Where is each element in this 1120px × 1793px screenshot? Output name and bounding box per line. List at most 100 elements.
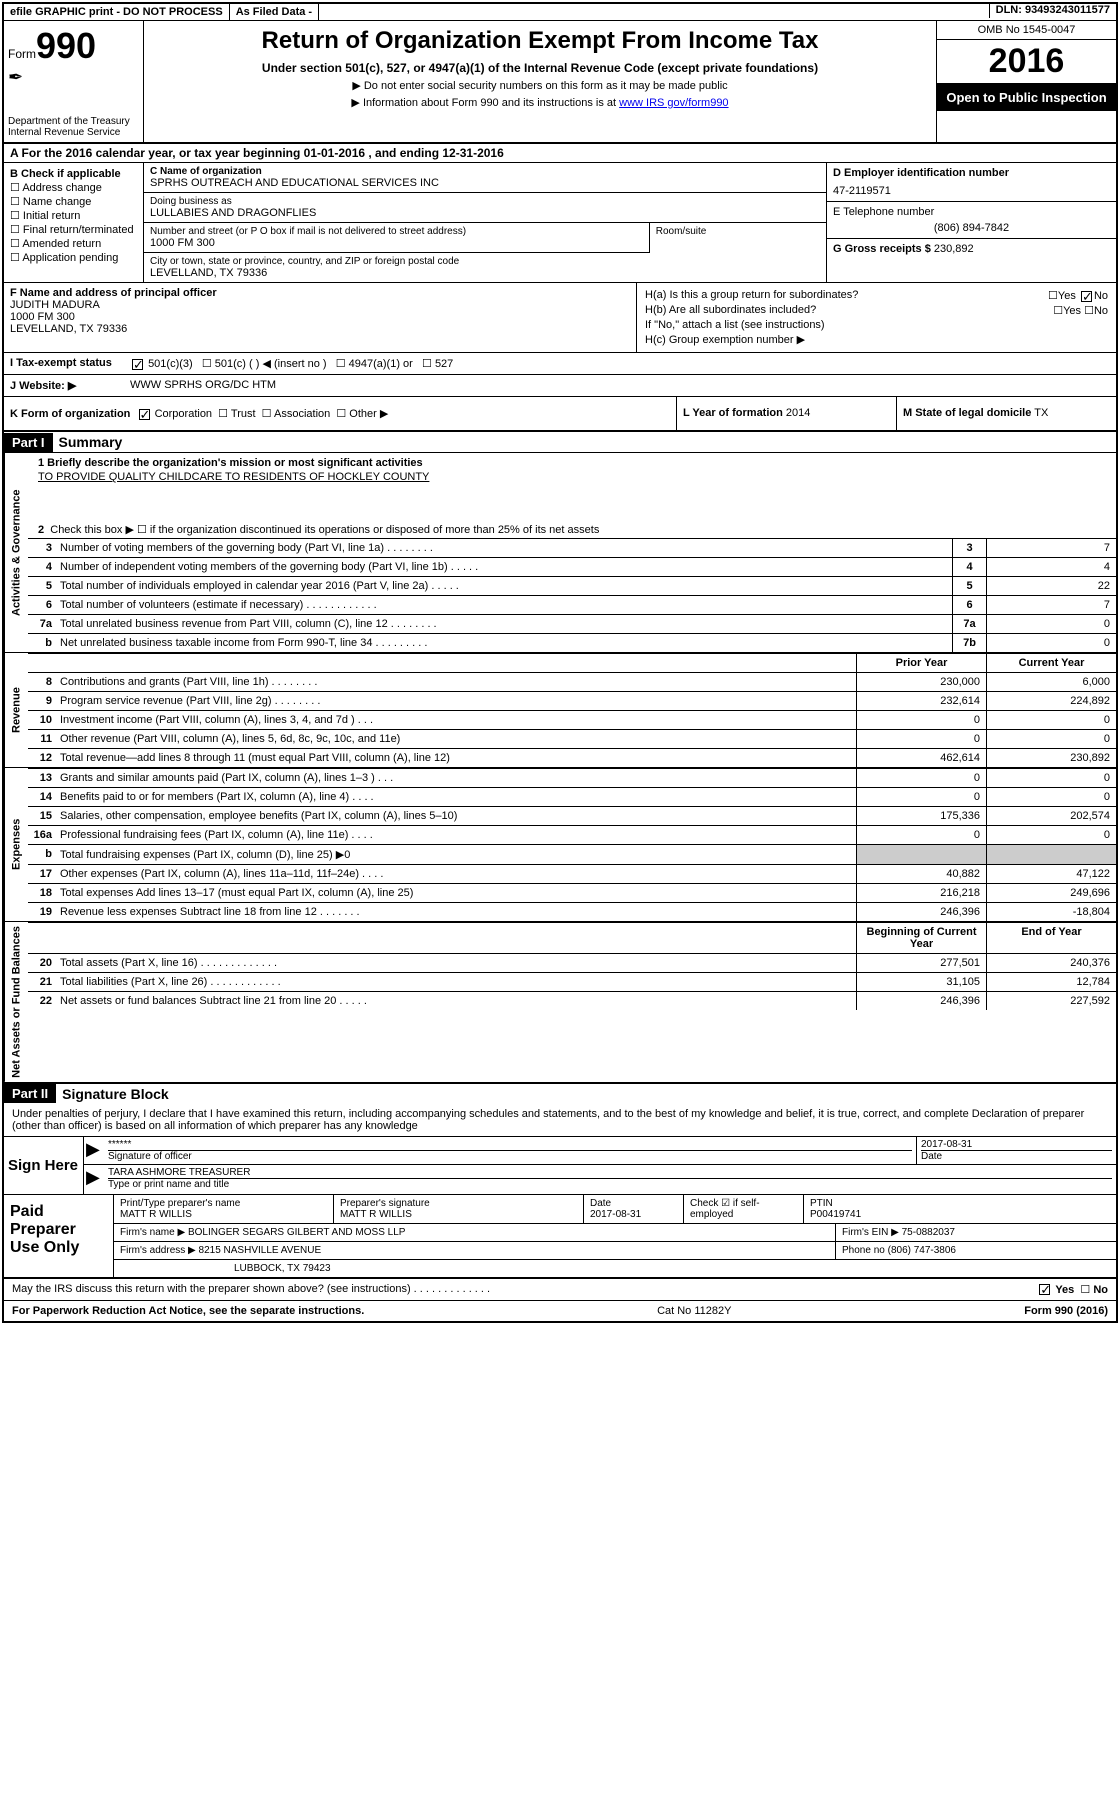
section-m: M State of legal domicile TX [896, 397, 1116, 430]
part2-declaration: Under penalties of perjury, I declare th… [4, 1104, 1116, 1136]
chk-amended[interactable]: Amended return [10, 237, 137, 250]
tax-year: 2016 [937, 40, 1116, 84]
prep-name: MATT R WILLIS [120, 1209, 327, 1220]
j-lbl: J Website: ▶ [4, 375, 124, 396]
self-emp-chk[interactable]: Check ☑ if self-employed [684, 1195, 804, 1223]
financial-line: 14Benefits paid to or for members (Part … [28, 787, 1116, 806]
officer-name: JUDITH MADURA [10, 299, 630, 311]
sign-block: Sign Here ▶ ****** Signature of officer … [4, 1136, 1116, 1195]
financial-line: 22Net assets or fund balances Subtract l… [28, 991, 1116, 1010]
chk-corp[interactable] [139, 409, 150, 420]
financial-line: 9Program service revenue (Part VIII, lin… [28, 691, 1116, 710]
firm-addr: 8215 NASHVILLE AVENUE [199, 1245, 322, 1256]
firm-ph-lbl: Phone no [842, 1245, 885, 1256]
line2: 2 Check this box ▶ ☐ if the organization… [38, 523, 1106, 536]
section-h: H(a) Is this a group return for subordin… [636, 283, 1116, 352]
chk-final-return[interactable]: Final return/terminated [10, 223, 137, 236]
ha-no-chk[interactable] [1081, 291, 1092, 302]
firm-ph: (806) 747-3806 [888, 1245, 956, 1256]
opt-trust: Trust [231, 408, 256, 420]
financial-line: 18Total expenses Add lines 13–17 (must e… [28, 883, 1116, 902]
financial-line: 16aProfessional fundraising fees (Part I… [28, 825, 1116, 844]
hb-answers: ☐Yes ☐No [1053, 304, 1108, 317]
efile-icon: ✒ [8, 67, 139, 88]
ha-no: No [1094, 290, 1108, 302]
section-i: I Tax-exempt status 501(c)(3) ☐ 501(c) (… [4, 353, 1116, 375]
part2-header-row: Part II Signature Block [4, 1084, 1116, 1104]
firm-ein: 75-0882037 [902, 1227, 955, 1238]
org-name-lbl: C Name of organization [150, 166, 820, 177]
financial-line: 8Contributions and grants (Part VIII, li… [28, 672, 1116, 691]
hb-no: No [1094, 305, 1108, 317]
financial-line: 13Grants and similar amounts paid (Part … [28, 768, 1116, 787]
financial-line: 19Revenue less expenses Subtract line 18… [28, 902, 1116, 921]
form-number: 990 [36, 25, 96, 66]
gross-receipts: 230,892 [934, 243, 974, 255]
city-lbl: City or town, state or province, country… [150, 256, 820, 267]
form-title: Return of Organization Exempt From Incom… [152, 27, 928, 55]
summary-revenue: Revenue Prior Year Current Year 8Contrib… [4, 653, 1116, 768]
part2-title: Signature Block [56, 1084, 175, 1104]
section-k: K Form of organization Corporation ☐ Tru… [4, 397, 676, 430]
paid-preparer-lbl: Paid Preparer Use Only [4, 1195, 114, 1277]
gov-line: 6Total number of volunteers (estimate if… [28, 595, 1116, 614]
ptin-lbl: PTIN [810, 1198, 1110, 1209]
side-revenue: Revenue [4, 653, 28, 767]
sig-date-lbl: Date [921, 1151, 1112, 1162]
prep-sig-lbl: Preparer's signature [340, 1198, 577, 1209]
phone-lbl: E Telephone number [833, 206, 1110, 218]
officer-addr1: 1000 FM 300 [10, 311, 630, 323]
financial-line: 17Other expenses (Part IX, column (A), l… [28, 864, 1116, 883]
sign-here-lbl: Sign Here [4, 1137, 84, 1194]
chk-address-change[interactable]: Address change [10, 181, 137, 194]
prep-date: 2017-08-31 [590, 1209, 677, 1220]
i-options: 501(c)(3) ☐ 501(c) ( ) ◀ (insert no ) ☐ … [124, 353, 1116, 374]
l-lbl: L Year of formation [683, 407, 783, 419]
section-bcdefgh: B Check if applicable Address change Nam… [4, 163, 1116, 283]
row-a-tax-year: A For the 2016 calendar year, or tax yea… [4, 144, 1116, 163]
domicile-state: TX [1034, 407, 1048, 419]
ein-lbl: D Employer identification number [833, 167, 1110, 179]
prep-sig: MATT R WILLIS [340, 1209, 577, 1220]
discuss-row: May the IRS discuss this return with the… [4, 1279, 1116, 1301]
chk-name-change[interactable]: Name change [10, 195, 137, 208]
financial-line: 11Other revenue (Part VIII, column (A), … [28, 729, 1116, 748]
formation-year: 2014 [786, 407, 810, 419]
rev-hdr-row: Prior Year Current Year [28, 653, 1116, 672]
financial-line: 20Total assets (Part X, line 16) . . . .… [28, 953, 1116, 972]
financial-line: bTotal fundraising expenses (Part IX, co… [28, 844, 1116, 864]
as-filed: As Filed Data - [230, 4, 319, 20]
sig-date: 2017-08-31 [921, 1139, 1112, 1151]
chk-app-pending[interactable]: Application pending [10, 251, 137, 264]
chk-501c3[interactable] [132, 359, 143, 370]
opt-501c: 501(c) ( ) ◀ (insert no ) [215, 358, 327, 370]
omb-number: OMB No 1545-0047 [937, 21, 1116, 40]
treasury-dept: Department of the Treasury Internal Reve… [8, 116, 139, 138]
firm-name: BOLINGER SEGARS GILBERT AND MOSS LLP [188, 1227, 405, 1238]
form-label: Form990 [8, 25, 139, 67]
section-deg: D Employer identification number 47-2119… [826, 163, 1116, 282]
side-governance: Activities & Governance [4, 453, 28, 652]
part1-title: Summary [53, 432, 129, 452]
discuss-yes-chk[interactable] [1039, 1284, 1050, 1295]
officer-lbl: F Name and address of principal officer [10, 287, 630, 299]
sig-officer-lbl: Signature of officer [108, 1151, 912, 1162]
chk-initial-return[interactable]: Initial return [10, 209, 137, 222]
irs-link[interactable]: www IRS gov/form990 [619, 97, 728, 109]
side-netassets: Net Assets or Fund Balances [4, 922, 28, 1082]
officer-name-title: TARA ASHMORE TREASURER [108, 1167, 1112, 1179]
section-f: F Name and address of principal officer … [4, 283, 636, 352]
discuss-answers: Yes ☐ No [1037, 1283, 1108, 1296]
sig-stars: ****** [108, 1139, 912, 1151]
bcy-hdr: Beginning of Current Year [856, 923, 986, 953]
form-990-footer: Form 990 (2016) [1024, 1305, 1108, 1317]
opt-other: Other ▶ [349, 408, 388, 420]
discuss-yes: Yes [1055, 1284, 1074, 1296]
opt-assoc: Association [274, 408, 330, 420]
current-year-hdr: Current Year [986, 654, 1116, 672]
note-ssn: ▶ Do not enter social security numbers o… [152, 79, 928, 92]
prep-name-lbl: Print/Type preparer's name [120, 1198, 327, 1209]
discuss-no: No [1093, 1284, 1108, 1296]
section-l: L Year of formation 2014 [676, 397, 896, 430]
net-hdr-row: Beginning of Current Year End of Year [28, 922, 1116, 953]
